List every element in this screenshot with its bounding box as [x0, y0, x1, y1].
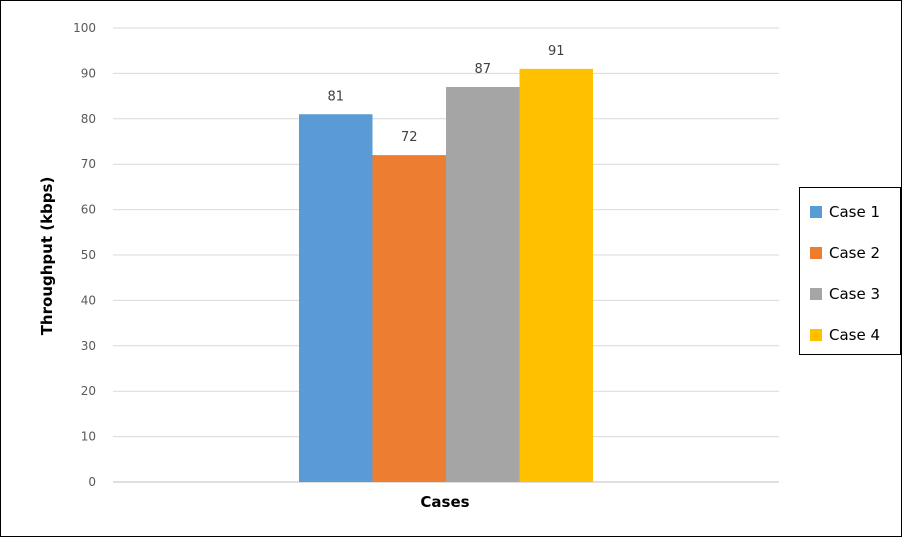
data-label-case-2: 72 [401, 130, 418, 145]
legend: Case 1 Case 2 Case 3 Case 4 [799, 187, 901, 355]
bars [299, 68, 593, 483]
y-tick-label-60: 60 [81, 203, 96, 217]
legend-label-case-2: Case 2 [829, 244, 881, 262]
y-axis-title: Throughput (kbps) [38, 177, 56, 336]
y-tick-label-20: 20 [81, 384, 96, 398]
bar-case-2 [372, 155, 446, 482]
legend-swatch-case-3 [810, 288, 822, 300]
data-label-case-4: 91 [548, 44, 565, 59]
data-labels: 81 72 87 91 [327, 44, 564, 145]
data-label-case-1: 81 [327, 89, 344, 104]
legend-label-case-3: Case 3 [829, 285, 881, 303]
x-axis-title: Cases [420, 493, 469, 511]
legend-label-case-4: Case 4 [829, 326, 881, 344]
y-tick-label-70: 70 [81, 157, 96, 171]
legend-item-case-1: Case 1 [810, 202, 880, 222]
bar-case-1 [299, 114, 373, 482]
y-tick-label-40: 40 [81, 293, 96, 307]
legend-item-case-4: Case 4 [810, 325, 880, 345]
legend-item-case-2: Case 2 [810, 243, 880, 263]
legend-swatch-case-2 [810, 247, 822, 259]
legend-item-case-3: Case 3 [810, 284, 880, 304]
y-tick-label-50: 50 [81, 248, 96, 262]
y-tick-label-10: 10 [81, 430, 96, 444]
y-tick-label-100: 100 [73, 21, 96, 35]
y-tick-label-0: 0 [88, 475, 96, 489]
y-tick-label-90: 90 [81, 66, 96, 80]
y-tick-label-30: 30 [81, 339, 96, 353]
bar-case-4 [519, 68, 593, 483]
legend-swatch-case-4 [810, 329, 822, 341]
y-axis-ticks: 0 10 20 30 40 50 60 70 80 90 100 [73, 21, 96, 489]
y-tick-label-80: 80 [81, 112, 96, 126]
data-label-case-3: 87 [474, 62, 491, 77]
legend-swatch-case-1 [810, 206, 822, 218]
legend-label-case-1: Case 1 [829, 203, 881, 221]
bar-case-3 [446, 87, 520, 483]
